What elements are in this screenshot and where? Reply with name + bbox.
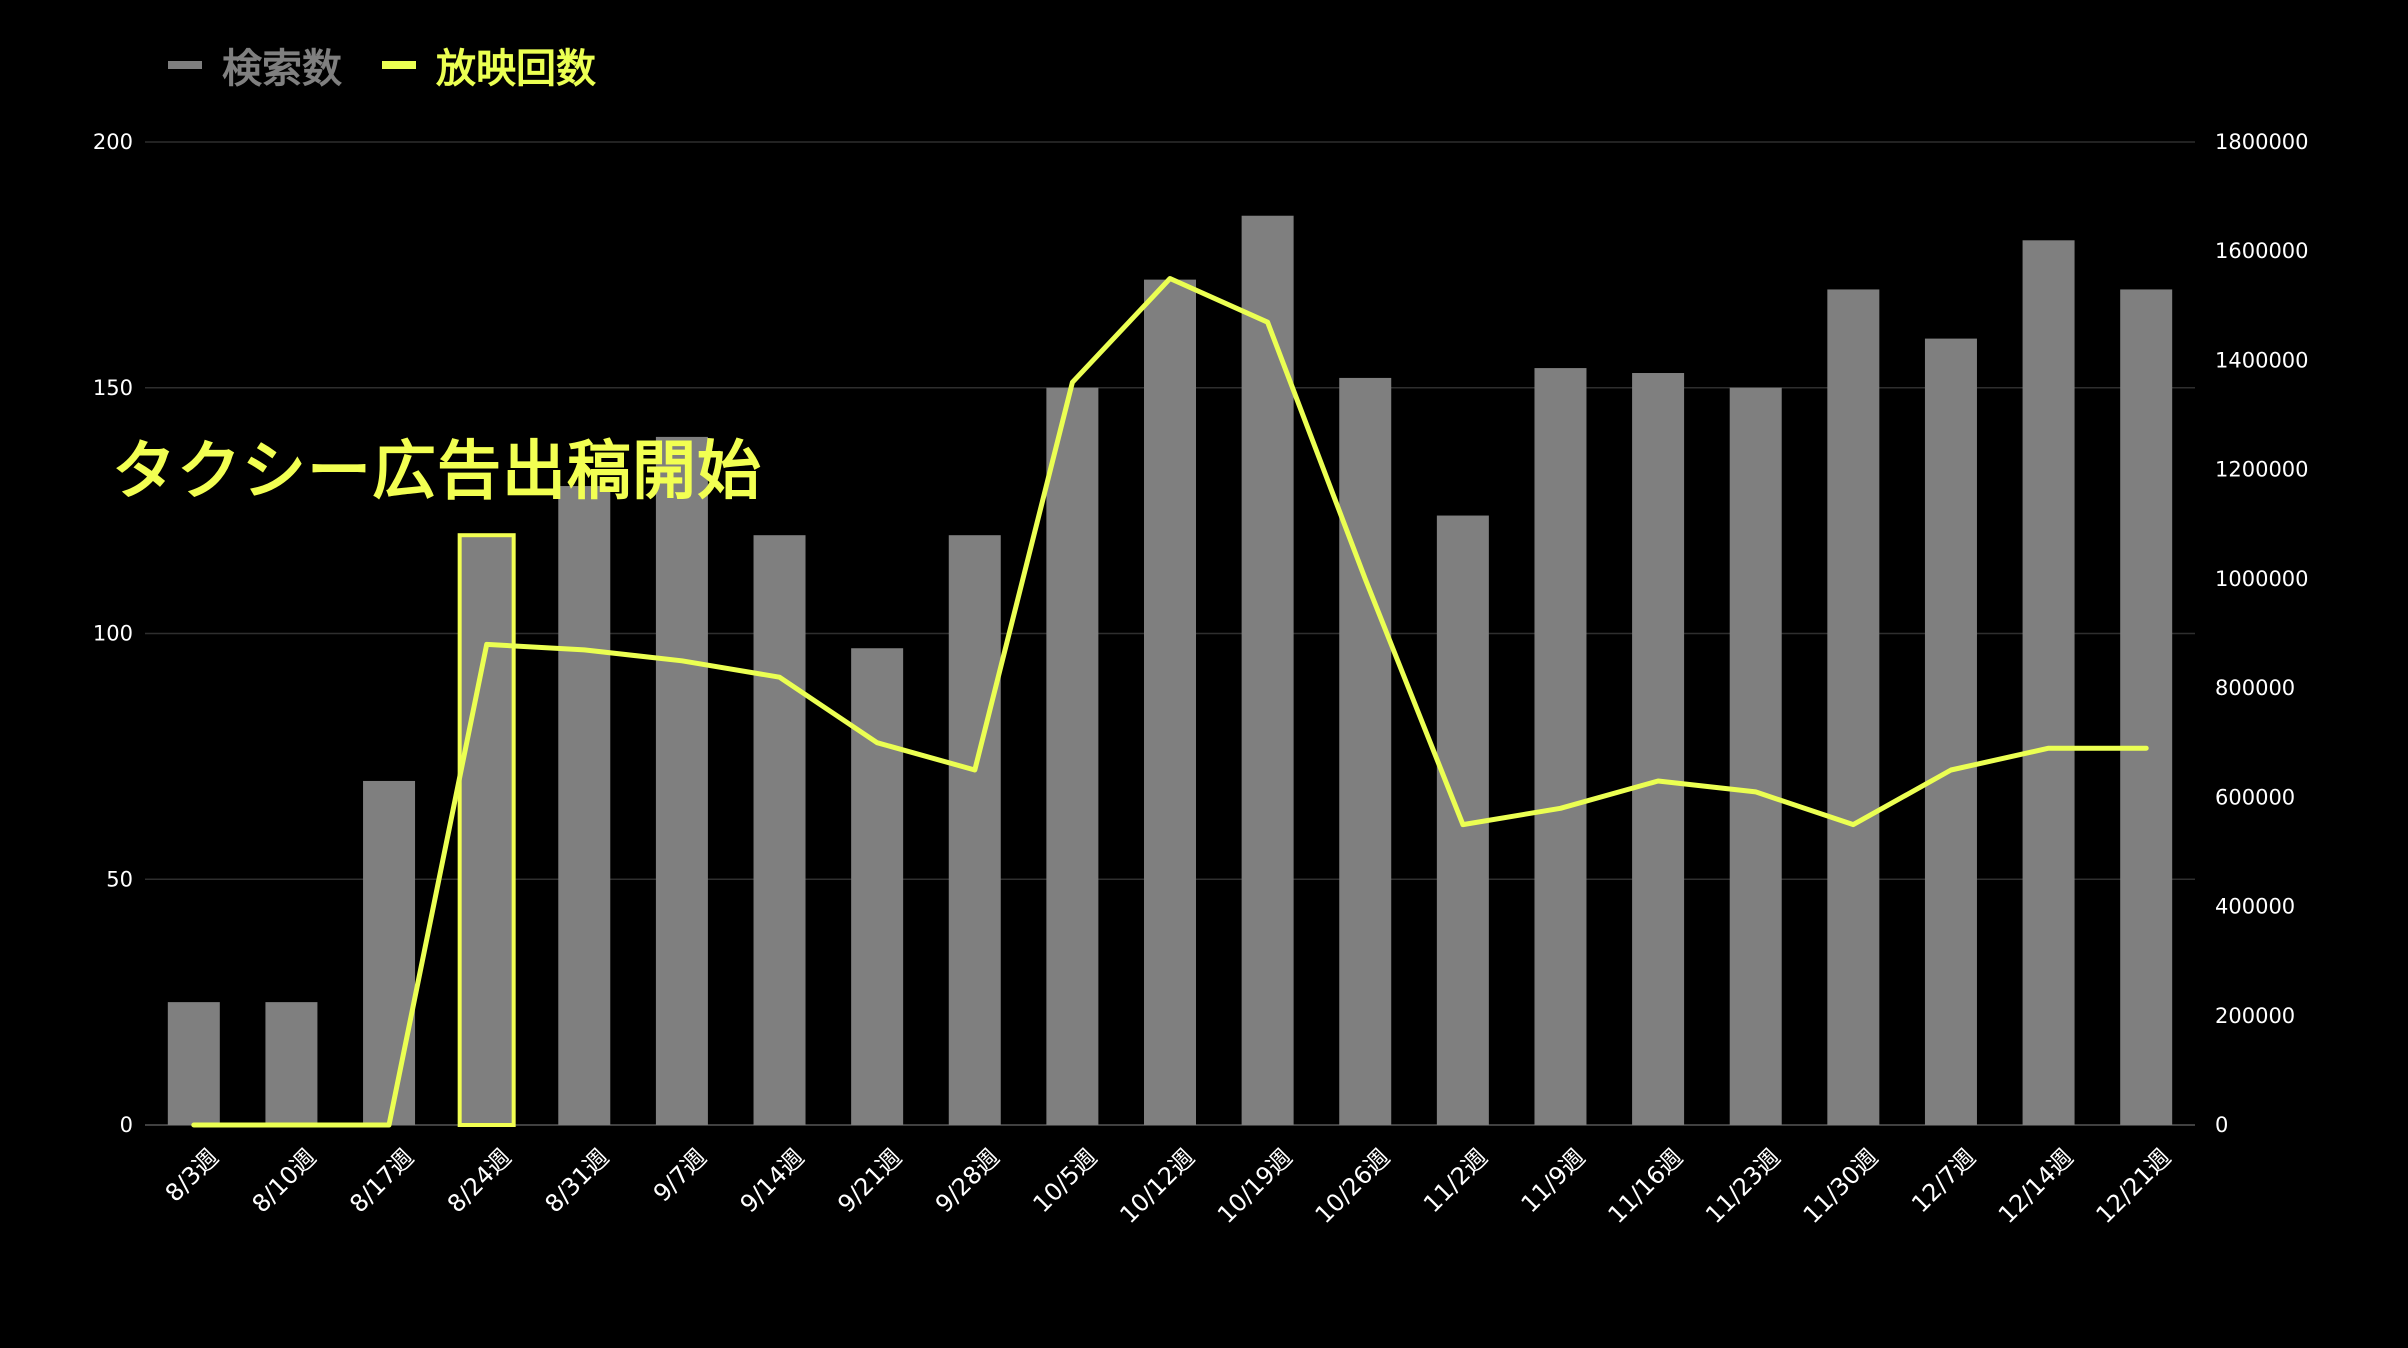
highlight-box <box>457 533 516 1127</box>
x-tick-label: 10/12週 <box>1114 1143 1200 1229</box>
y-right-tick-label: 1600000 <box>2215 239 2309 263</box>
y-right-tick-label: 0 <box>2215 1113 2228 1137</box>
x-tick-label: 12/21週 <box>2091 1143 2177 1229</box>
bar <box>1827 289 1880 1125</box>
bar <box>2120 289 2173 1125</box>
legend-item-screening-count: 放映回数 <box>382 36 596 94</box>
x-tick-label: 9/28週 <box>930 1143 1005 1218</box>
line-series-screening-count <box>191 276 2149 1128</box>
bar <box>167 1002 220 1125</box>
bar <box>1144 279 1196 1125</box>
bar <box>1632 373 1685 1125</box>
bar <box>948 535 1001 1125</box>
x-tick-label: 11/23週 <box>1700 1143 1786 1229</box>
bar <box>1924 338 1977 1126</box>
y-right-tick-label: 1200000 <box>2215 458 2309 482</box>
y-right-tick-label: 1400000 <box>2215 348 2309 372</box>
y-left-tick-label: 150 <box>93 376 133 400</box>
y-left-tick-label: 200 <box>93 130 133 154</box>
x-tick-label: 11/9週 <box>1516 1143 1591 1218</box>
y-left-tick-label: 100 <box>93 622 133 646</box>
x-tick-label: 8/31週 <box>540 1143 615 1218</box>
bar <box>558 486 611 1125</box>
y-right-tick-label: 400000 <box>2215 895 2295 919</box>
y-left-tick-label: 50 <box>106 867 133 891</box>
x-tick-label: 11/2週 <box>1418 1143 1493 1218</box>
bar <box>363 780 416 1125</box>
x-tick-label: 8/3週 <box>160 1143 224 1207</box>
legend-swatch-search-count <box>168 61 202 69</box>
x-tick-label: 8/24週 <box>442 1143 517 1218</box>
x-axis: 8/3週 8/10週 8/17週 8/24週 8/31週 9/7週 9/14週 9/21週 9/… <box>160 1143 2176 1229</box>
bar-series-search-count <box>167 215 2173 1126</box>
y-right-tick-label: 200000 <box>2215 1004 2295 1028</box>
y-axis-right: 0 200000 400000 600000 800000 1000000 1200000 1… <box>2215 130 2309 1137</box>
bar <box>1046 387 1099 1125</box>
x-tick-label: 9/14週 <box>735 1143 810 1218</box>
x-tick-label: 11/16週 <box>1603 1143 1689 1229</box>
bar <box>1534 368 1587 1126</box>
bar <box>460 535 513 1125</box>
x-tick-label: 8/10週 <box>247 1143 322 1218</box>
bar <box>851 648 904 1125</box>
bar <box>1729 387 1782 1125</box>
x-tick-label: 9/21週 <box>832 1143 907 1218</box>
bar <box>1339 377 1392 1125</box>
x-tick-label: 9/7週 <box>648 1143 712 1207</box>
bar <box>655 436 708 1125</box>
y-right-tick-label: 1800000 <box>2215 130 2309 154</box>
legend-label-search-count: 検索数 <box>222 46 342 92</box>
bar <box>2022 240 2075 1126</box>
bar <box>753 535 806 1125</box>
chart-legend: 検索数 放映回数 <box>168 36 636 94</box>
x-tick-label: 12/14週 <box>1993 1143 2079 1229</box>
y-right-tick-label: 1000000 <box>2215 567 2309 591</box>
highlight-layer <box>457 533 516 1127</box>
x-tick-label: 10/19週 <box>1212 1143 1298 1229</box>
bar <box>1241 215 1294 1126</box>
x-tick-label: 12/7週 <box>1906 1143 1981 1218</box>
annotation-taxi-ad-start: タクシー広告出稿開始 <box>112 435 762 509</box>
y-right-tick-label: 800000 <box>2215 676 2295 700</box>
legend-swatch-screening-count <box>382 61 416 69</box>
legend-label-screening-count: 放映回数 <box>436 46 596 92</box>
y-left-tick-label: 0 <box>120 1113 133 1137</box>
y-right-tick-label: 600000 <box>2215 785 2295 809</box>
legend-item-search-count: 検索数 <box>168 36 342 94</box>
y-axis-left: 0 50 100 150 200 <box>93 130 133 1137</box>
x-tick-label: 8/17週 <box>344 1143 419 1218</box>
x-tick-label: 11/30週 <box>1798 1143 1884 1229</box>
x-tick-label: 10/5週 <box>1028 1143 1103 1218</box>
x-tick-label: 10/26週 <box>1310 1143 1396 1229</box>
bar <box>265 1002 318 1125</box>
